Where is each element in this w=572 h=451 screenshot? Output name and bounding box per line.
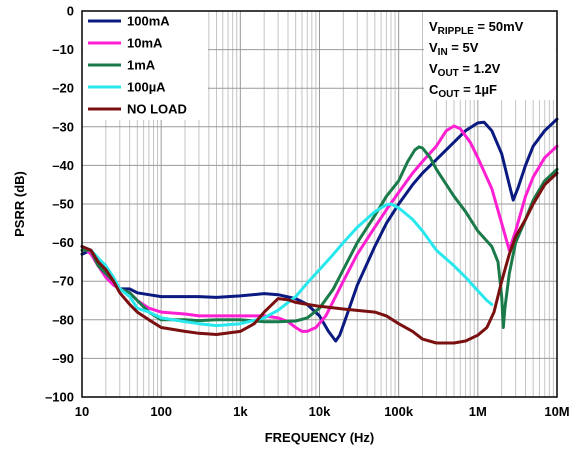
x-tick-labels: 10 100 1k 10k 100k 1M 10M (75, 404, 570, 419)
condition-annotations: VRIPPLE = 50mV VIN = 5V VOUT = 1.2V COUT = … (424, 12, 556, 100)
y-tick-label: –10 (52, 42, 74, 57)
y-tick-label: –40 (52, 158, 74, 173)
legend-label: NO LOAD (127, 102, 187, 117)
legend-label: 100µA (127, 80, 166, 95)
legend-label: 1mA (127, 58, 156, 73)
annotation-line: VOUT = 1.2V (429, 61, 501, 79)
y-tick-label: –20 (52, 81, 74, 96)
plot-frame (81, 10, 558, 398)
x-tick-label: 10k (309, 404, 331, 419)
annotation-line: VIN = 5V (429, 40, 479, 58)
y-tick-label: 0 (67, 4, 74, 19)
legend-label: 100mA (127, 14, 170, 29)
y-tick-label: –100 (45, 390, 74, 405)
x-tick-label: 1M (469, 404, 487, 419)
annotation-line: COUT = 1µF (429, 82, 497, 100)
x-tick-label: 100k (384, 404, 414, 419)
series-line-no-load (80, 171, 559, 345)
y-tick-label: –80 (52, 312, 74, 327)
y-tick-label: –50 (52, 197, 74, 212)
x-tick-label: 10 (75, 404, 89, 419)
legend-label: 10mA (127, 36, 163, 51)
legend: 100mA 10mA 1mA 100µA NO LOAD (83, 12, 208, 120)
annotation-line: VRIPPLE = 50mV (429, 19, 524, 37)
series-line-100-a (80, 202, 494, 328)
series-curves (80, 117, 559, 345)
x-tick-label: 1k (233, 404, 248, 419)
y-tick-labels: 0 –10 –20 –30 –40 –50 –60 –70 –80 –90 –100 (45, 4, 74, 405)
x-axis-title: FREQUENCY (Hz) (265, 430, 375, 445)
y-tick-label: –30 (52, 119, 74, 134)
y-tick-label: –60 (52, 235, 74, 250)
y-axis-title: PSRR (dB) (12, 171, 27, 237)
y-tick-label: –90 (52, 351, 74, 366)
annotation-box (424, 12, 556, 100)
series-line-100ma (80, 117, 559, 343)
series-line-1ma (80, 145, 559, 329)
x-tick-label: 10M (544, 404, 569, 419)
x-tick-label: 100 (150, 404, 172, 419)
y-tick-label: –70 (52, 274, 74, 289)
